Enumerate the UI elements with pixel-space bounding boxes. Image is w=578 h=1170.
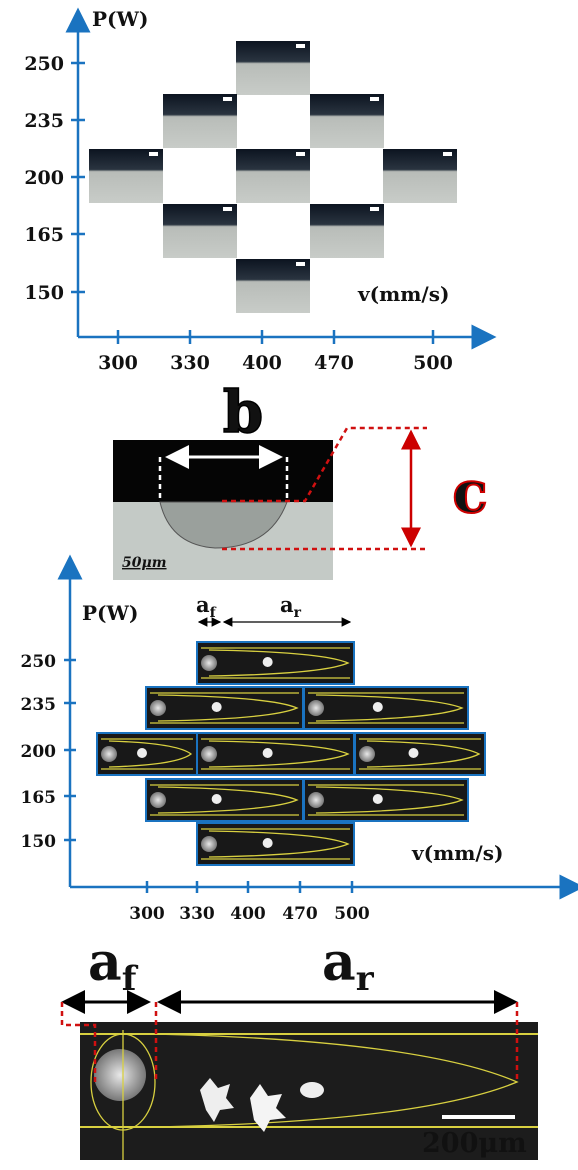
y-tick-label: 150 [21,832,57,852]
scale-tag [223,97,232,101]
y-tick-label: 150 [24,282,64,304]
y-tick-label: 250 [21,652,57,672]
x-tick-label: 330 [170,352,210,374]
spatter [373,702,383,712]
x-tick-label: 400 [242,352,282,374]
label-sub: r [294,605,302,621]
x-tick-label: 330 [179,904,215,924]
y-tick-label: 165 [21,788,57,808]
x-axis-label: v(mm/s) [357,282,449,306]
y-tick-label: 165 [24,224,64,246]
melt-pool [101,746,117,762]
y-tick-label: 235 [24,110,64,132]
x-tick-label: 500 [334,904,370,924]
scale-tag [149,152,158,156]
spatter [263,748,273,758]
y-tick-label: 250 [24,53,64,75]
spatter [300,1082,324,1098]
y-tick-label: 200 [24,167,64,189]
melt-pool [150,700,166,716]
micrograph [310,204,384,258]
x-tick-label: 470 [282,904,318,924]
micrograph-top [113,440,333,502]
label-sub: r [356,959,375,999]
y-axis-label: P(W) [82,601,138,625]
melt-pool [94,1049,146,1101]
rear-length-label: ar [280,592,302,621]
panel-d: 200μm af ar [62,932,538,1160]
micrograph [236,259,310,313]
width-label: b [223,378,264,446]
scale-bar-label: 200μm [422,1128,527,1159]
rear-length-label: ar [322,932,375,999]
micrograph [163,94,237,148]
x-tick-label: 470 [314,352,354,374]
label-base: a [322,932,356,993]
panel-a: P(W) v(mm/s) 250 235 200 165 150 300 330 400 470… [24,7,484,374]
y-tick-label: 235 [21,695,57,715]
front-length-label: af [88,932,139,999]
scale-tag [296,262,305,266]
scale-tag [296,44,305,48]
x-tick-label: 300 [129,904,165,924]
spatter [373,794,383,804]
melt-pool [150,792,166,808]
scale-tag [370,207,379,211]
figure: P(W) v(mm/s) 250 235 200 165 150 300 330 400 470… [0,0,578,1166]
x-axis-label: v(mm/s) [411,841,503,865]
spatter [409,748,419,758]
x-tick-label: 500 [413,352,453,374]
micrograph [236,149,310,203]
label-sub: f [210,605,217,621]
melt-pool [201,836,217,852]
label-base: a [196,592,210,617]
panel-b: b c 50μm [113,378,488,580]
micrograph [236,41,310,95]
spatter [263,838,273,848]
micrograph [383,149,457,203]
scale-tag [223,207,232,211]
scale-bar-label: 50μm [122,555,167,571]
x-tick-label: 400 [230,904,266,924]
melt-pool [308,700,324,716]
melt-pool [201,746,217,762]
micrograph [89,149,163,203]
label-base: a [88,932,122,993]
spatter [137,748,147,758]
y-axis-label: P(W) [92,7,148,31]
label-base: a [280,592,294,617]
melt-pool [359,746,375,762]
scale-tag [370,97,379,101]
scale-tag [296,152,305,156]
spatter [212,702,222,712]
y-tick-label: 200 [21,742,57,762]
micrograph [163,204,237,258]
label-sub: f [122,959,139,999]
scale-tag [443,152,452,156]
spatter [212,794,222,804]
melt-pool [201,655,217,671]
x-tick-label: 300 [98,352,138,374]
micrograph [310,94,384,148]
front-length-label: af [196,592,217,621]
depth-label: c [452,458,487,526]
spatter [263,657,273,667]
melt-pool [308,792,324,808]
